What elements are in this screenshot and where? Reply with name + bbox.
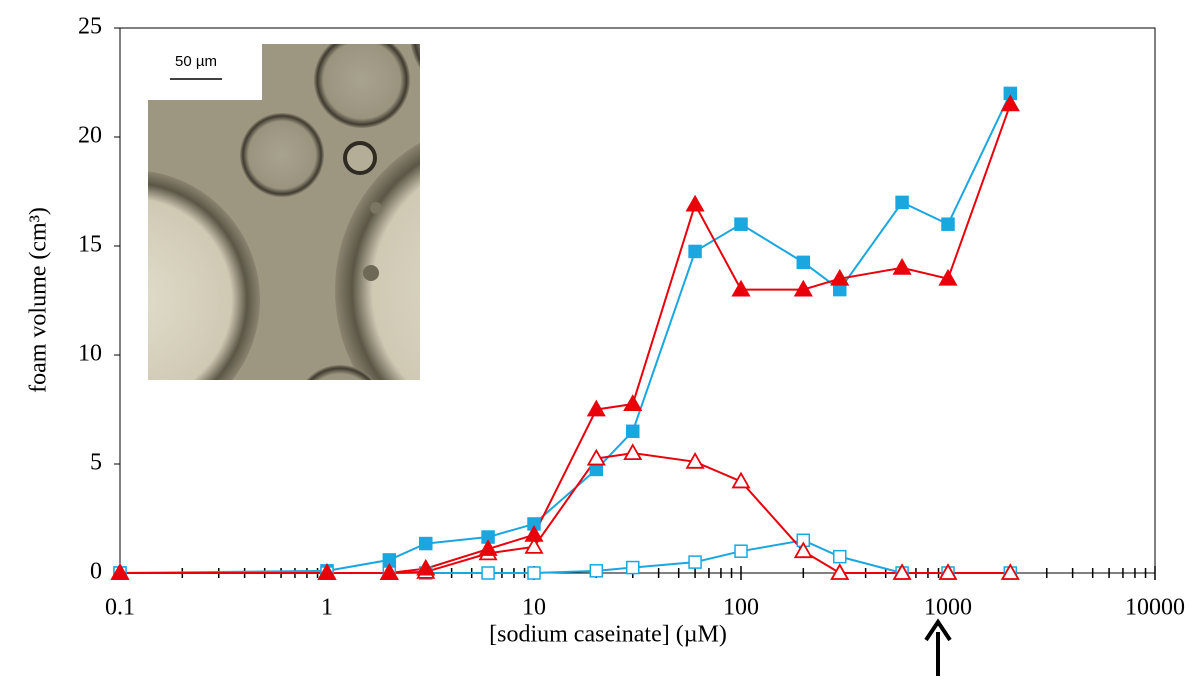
marker xyxy=(626,424,640,439)
scale-box xyxy=(148,44,262,100)
marker xyxy=(938,563,958,580)
marker xyxy=(416,558,436,576)
y-tick-label: 10 xyxy=(78,341,102,367)
marker xyxy=(685,452,705,469)
bubble xyxy=(148,171,260,380)
marker xyxy=(524,525,544,542)
marker xyxy=(734,217,748,231)
marker xyxy=(478,539,498,556)
marker xyxy=(586,448,606,466)
marker xyxy=(527,566,541,580)
marker xyxy=(731,471,751,489)
x-axis-label: [sodium caseinate] (µM) xyxy=(489,622,727,648)
marker xyxy=(589,564,604,578)
y-tick-label: 15 xyxy=(78,232,102,258)
marker xyxy=(110,563,130,580)
marker xyxy=(796,255,811,270)
marker xyxy=(685,194,705,212)
inset-photo: 50 µm xyxy=(148,44,420,380)
marker xyxy=(1000,563,1020,580)
arrow xyxy=(924,618,952,676)
series-line xyxy=(120,539,1011,574)
bubble xyxy=(370,202,382,214)
marker xyxy=(938,268,958,286)
marker xyxy=(623,443,643,460)
x-tick-label: 100 xyxy=(723,595,759,621)
marker xyxy=(892,257,912,275)
x-tick-label: 1 xyxy=(321,595,333,621)
marker xyxy=(419,536,433,551)
marker xyxy=(941,217,955,231)
marker xyxy=(524,537,544,554)
marker xyxy=(892,563,912,580)
marker xyxy=(626,560,640,575)
marker xyxy=(688,555,702,569)
y-tick-label: 5 xyxy=(90,450,102,476)
marker xyxy=(688,244,702,259)
x-tick-label: 0.1 xyxy=(105,595,135,621)
bubble xyxy=(314,44,410,128)
bubble xyxy=(306,365,374,380)
marker xyxy=(895,195,909,210)
marker xyxy=(379,563,399,580)
y-tick-label: 0 xyxy=(90,559,102,585)
bubble xyxy=(363,265,379,281)
bubble xyxy=(240,113,324,197)
y-tick-label: 25 xyxy=(78,14,102,40)
y-tick-label: 20 xyxy=(78,123,102,149)
marker xyxy=(830,268,850,286)
marker xyxy=(586,399,606,417)
marker xyxy=(793,541,813,559)
marker xyxy=(1000,94,1020,112)
marker xyxy=(481,566,495,580)
marker xyxy=(317,563,337,580)
marker xyxy=(734,544,748,558)
bubble xyxy=(335,142,420,380)
bubble xyxy=(343,141,377,175)
y-axis-label: foam volume (cm³) xyxy=(26,207,52,393)
marker xyxy=(731,279,751,297)
marker xyxy=(623,394,643,411)
marker xyxy=(830,563,850,580)
scale-label: 50 µm xyxy=(175,53,217,70)
marker xyxy=(793,279,813,297)
x-tick-label: 1000 xyxy=(924,595,972,621)
marker xyxy=(833,549,847,564)
bubble xyxy=(410,44,420,69)
x-tick-label: 10000 xyxy=(1125,595,1185,621)
x-tick-label: 10 xyxy=(522,595,546,621)
